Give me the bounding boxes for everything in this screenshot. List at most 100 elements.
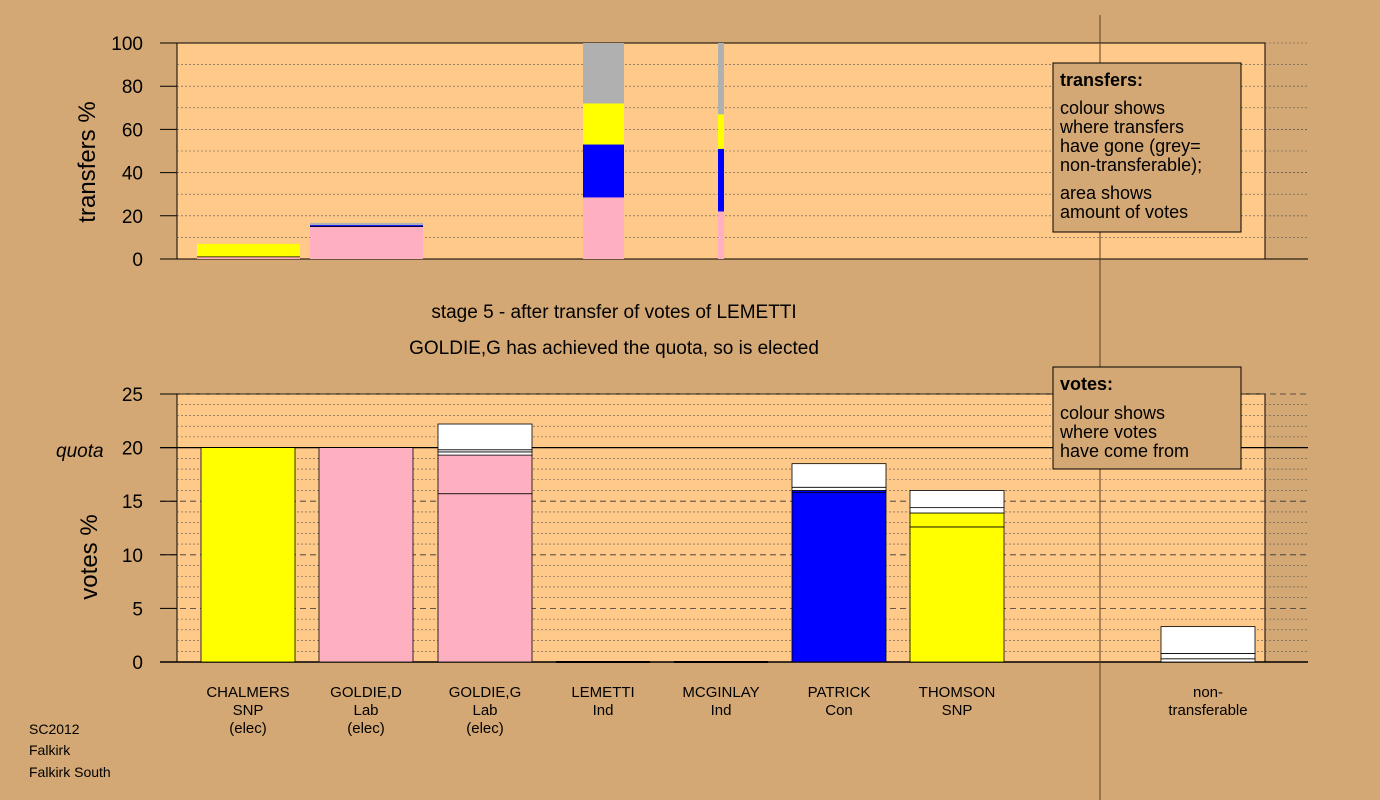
transfers-legend-line: have gone (grey= — [1060, 136, 1201, 156]
candidate-party: Lab — [472, 702, 497, 719]
transfers-legend-line: colour shows — [1060, 98, 1165, 118]
votes-legend-box — [1052, 366, 1242, 470]
vote-segment — [437, 423, 533, 451]
council-label: Falkirk — [29, 742, 71, 758]
y-tick-label: 15 — [122, 492, 143, 513]
vote-bar — [437, 423, 533, 663]
transfers-bars — [197, 43, 724, 259]
candidate-party: Lab — [353, 702, 378, 719]
candidate-status: (elec) — [466, 720, 504, 737]
vote-segment — [200, 447, 296, 663]
vote-segment — [909, 507, 1005, 514]
vote-segment — [318, 447, 414, 663]
vote-bar — [791, 463, 887, 663]
transfer-segment — [718, 114, 724, 149]
candidate-name: LEMETTI — [571, 684, 634, 701]
y-tick-label: 20 — [122, 207, 143, 228]
y-tick-label: 100 — [111, 34, 143, 55]
transfer-segment — [583, 144, 624, 198]
vote-segment — [791, 492, 887, 663]
vote-segment — [909, 512, 1005, 528]
transfers-legend: transfers: colour shows where transfers … — [1052, 62, 1242, 233]
candidate-party: SNP — [233, 702, 264, 719]
transfer-segment — [718, 148, 724, 212]
transfers-legend-box — [1052, 62, 1242, 233]
quota-label: quota — [56, 441, 104, 462]
candidate-party: SNP — [942, 702, 973, 719]
candidate-party: Ind — [593, 702, 614, 719]
candidate-labels: CHALMERSSNP(elec)GOLDIE,DLab(elec)GOLDIE… — [206, 684, 1247, 737]
transfer-segment — [583, 197, 624, 259]
transfer-segment — [718, 43, 724, 115]
ward-label: Falkirk South — [29, 764, 111, 780]
transfers-y-ticks: 0 20 40 60 80 100 — [111, 34, 177, 271]
y-tick-label: 0 — [132, 653, 143, 674]
transfer-segment — [583, 103, 624, 145]
candidate-status: (elec) — [229, 720, 267, 737]
vote-bar — [200, 447, 296, 663]
transfers-legend-line: non-transferable); — [1060, 155, 1202, 175]
transfer-segment — [310, 222, 423, 226]
y-tick-label: 25 — [122, 385, 143, 406]
votes-legend: votes: colour shows where votes have com… — [1052, 366, 1242, 470]
vote-bar — [909, 490, 1005, 663]
vote-segment — [909, 526, 1005, 663]
candidate-party: transferable — [1168, 702, 1247, 719]
transfer-segment — [310, 226, 423, 259]
candidate-label: non-transferable — [1168, 684, 1247, 719]
vote-segment — [791, 486, 887, 491]
vote-segment — [437, 451, 533, 456]
vote-segment — [791, 463, 887, 488]
y-tick-label: 80 — [122, 77, 143, 98]
stage-title: stage 5 - after transfer of votes of LEM… — [431, 302, 796, 323]
votes-legend-line: where votes — [1059, 422, 1157, 442]
transfers-legend-line: amount of votes — [1060, 202, 1188, 222]
candidate-name: GOLDIE,G — [449, 684, 522, 701]
transfer-bar — [718, 43, 724, 259]
transfers-y-axis-label: transfers % — [74, 101, 101, 222]
transfer-segment — [197, 243, 300, 257]
candidate-party: Ind — [711, 702, 732, 719]
votes-legend-line: colour shows — [1060, 403, 1165, 423]
vote-segment — [1160, 653, 1256, 660]
y-tick-label: 5 — [132, 599, 143, 620]
y-tick-label: 20 — [122, 439, 143, 460]
candidate-name: non- — [1193, 684, 1223, 701]
vote-bar — [1160, 626, 1256, 663]
vote-segment — [909, 490, 1005, 509]
transfer-segment — [310, 225, 423, 227]
transfer-segment — [583, 43, 624, 104]
vote-segment — [437, 454, 533, 495]
elected-message: GOLDIE,G has achieved the quota, so is e… — [409, 338, 819, 359]
vote-segment — [437, 493, 533, 663]
transfers-legend-line: where transfers — [1059, 117, 1184, 137]
candidate-party: Con — [825, 702, 853, 719]
vote-segment — [1160, 658, 1256, 663]
transfer-segment — [197, 256, 300, 259]
votes-legend-line: have come from — [1060, 441, 1189, 461]
y-tick-label: 60 — [122, 120, 143, 141]
vote-segment — [1160, 626, 1256, 654]
votes-bars — [200, 423, 1256, 663]
candidate-name: PATRICK — [808, 684, 871, 701]
transfer-bar — [310, 222, 423, 259]
transfers-legend-title: transfers: — [1060, 70, 1143, 90]
y-tick-label: 0 — [132, 250, 143, 271]
election-label: SC2012 — [29, 721, 80, 737]
candidate-status: (elec) — [347, 720, 385, 737]
votes-y-axis-label: votes % — [76, 514, 103, 599]
y-tick-label: 40 — [122, 164, 143, 185]
votes-y-ticks: 0 5 10 15 20 25 — [122, 385, 177, 674]
y-tick-label: 10 — [122, 546, 143, 567]
votes-legend-title: votes: — [1060, 374, 1113, 394]
transfer-segment — [718, 211, 724, 259]
candidate-name: GOLDIE,D — [330, 684, 402, 701]
